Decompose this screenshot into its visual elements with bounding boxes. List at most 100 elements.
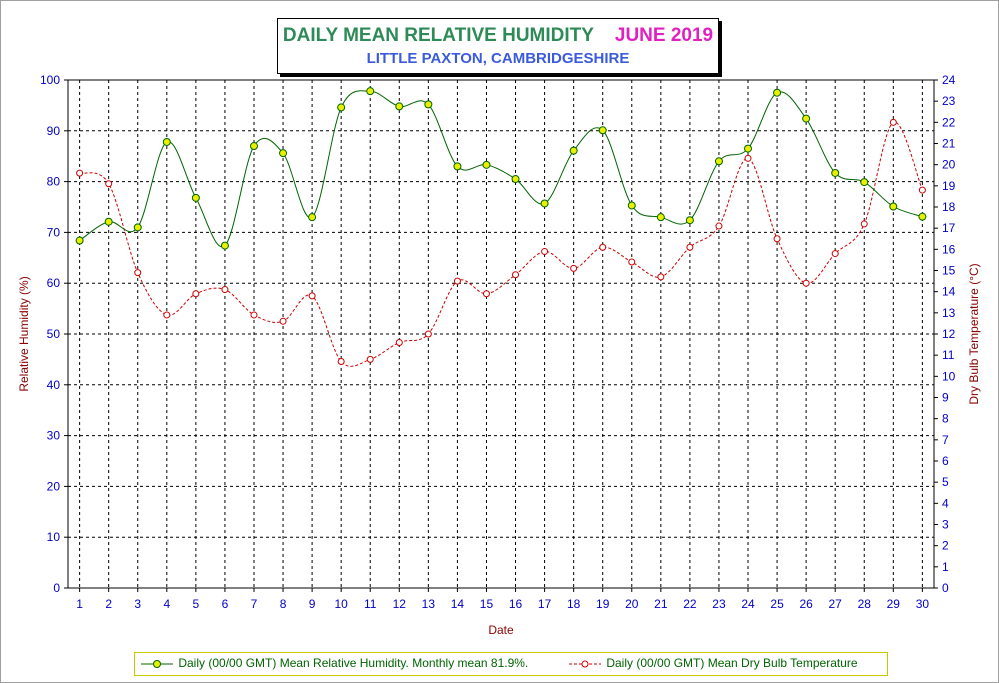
right-axis-tick-label: 6 xyxy=(942,454,949,468)
chart-location: LITTLE PAXTON, CAMBRIDGESHIRE xyxy=(366,50,630,67)
humidity-point xyxy=(889,202,898,211)
humidity-point xyxy=(104,217,113,226)
temperature-point xyxy=(860,220,868,228)
x-axis-tick-label: 19 xyxy=(596,597,610,611)
temperature-point xyxy=(279,317,287,325)
temperature-point xyxy=(105,180,113,188)
humidity-point xyxy=(627,201,636,210)
right-axis-tick-label: 18 xyxy=(942,200,956,214)
left-axis-tick-label: 40 xyxy=(47,378,61,392)
left-axis-tick-label: 60 xyxy=(47,276,61,290)
legend-rh-symbol xyxy=(141,659,173,668)
legend: Daily (00/00 GMT) Mean Relative Humidity… xyxy=(134,652,888,676)
temperature-point xyxy=(657,273,665,281)
right-axis-tick-label: 8 xyxy=(942,412,949,426)
chart-title: DAILY MEAN RELATIVE HUMIDITY xyxy=(282,25,594,46)
legend-rh-label: Daily (00/00 GMT) Mean Relative Humidity… xyxy=(178,656,529,670)
x-axis-tick-label: 1 xyxy=(76,597,83,611)
humidity-point xyxy=(685,216,694,225)
right-axis-tick-label: 17 xyxy=(942,221,956,235)
temperature-point xyxy=(831,250,839,258)
x-axis-tick-label: 26 xyxy=(799,597,813,611)
humidity-point xyxy=(249,142,258,151)
humidity-point xyxy=(337,103,346,112)
temperature-point xyxy=(570,264,578,272)
right-axis-tick-label: 20 xyxy=(942,158,956,172)
temperature-point xyxy=(889,118,897,126)
humidity-point xyxy=(366,87,375,96)
x-axis-tick-label: 18 xyxy=(567,597,581,611)
left-axis-tick-label: 0 xyxy=(53,581,60,595)
humidity-point xyxy=(860,178,869,187)
left-axis-tick-label: 90 xyxy=(47,124,61,138)
humidity-point xyxy=(162,137,171,146)
humidity-point xyxy=(714,157,723,166)
temperature-point xyxy=(802,279,810,287)
right-axis-tick-label: 9 xyxy=(942,391,949,405)
right-axis-tick-label: 14 xyxy=(942,285,956,299)
humidity-point xyxy=(482,160,491,169)
left-axis-title: Relative Humidity (%) xyxy=(17,276,31,391)
x-axis-tick-label: 16 xyxy=(509,597,523,611)
temperature-point xyxy=(744,154,752,162)
temperature-point xyxy=(628,258,636,266)
x-axis-tick-label: 27 xyxy=(829,597,843,611)
right-axis-tick-label: 3 xyxy=(942,518,949,532)
x-axis-tick-label: 22 xyxy=(683,597,697,611)
x-axis-tick-label: 20 xyxy=(625,597,639,611)
humidity-point xyxy=(744,144,753,153)
left-axis-tick-label: 50 xyxy=(47,327,61,341)
temperature-point xyxy=(773,235,781,243)
series-line-temperature xyxy=(79,121,923,367)
temperature-point xyxy=(76,169,84,177)
right-axis-tick-label: 16 xyxy=(942,242,956,256)
right-axis-tick-label: 24 xyxy=(942,73,956,87)
temperature-point xyxy=(163,311,171,319)
right-axis-tick-label: 0 xyxy=(942,581,949,595)
title-line-1: DAILY MEAN RELATIVE HUMIDITY JUNE 2019 xyxy=(278,25,718,47)
x-axis-title: Date xyxy=(488,623,514,637)
x-axis-tick-label: 29 xyxy=(887,597,901,611)
x-axis-tick-label: 14 xyxy=(451,597,465,611)
temperature-point xyxy=(250,311,258,319)
temperature-point xyxy=(686,243,694,251)
temperature-point xyxy=(395,338,403,346)
humidity-point xyxy=(75,236,84,245)
x-axis-tick-label: 30 xyxy=(916,597,930,611)
x-axis-tick-label: 3 xyxy=(134,597,141,611)
temperature-point xyxy=(134,269,142,277)
temperature-point xyxy=(482,290,490,298)
humidity-point xyxy=(453,162,462,171)
humidity-point xyxy=(918,212,927,221)
humidity-point xyxy=(511,175,520,184)
legend-item-rh: Daily (00/00 GMT) Mean Relative Humidity… xyxy=(139,656,528,670)
right-axis-tick-label: 15 xyxy=(942,264,956,278)
legend-item-temp: Daily (00/00 GMT) Mean Dry Bulb Temperat… xyxy=(567,656,858,670)
x-axis-tick-label: 7 xyxy=(251,597,258,611)
temperature-point xyxy=(337,358,345,366)
right-axis-tick-label: 23 xyxy=(942,94,956,108)
humidity-point xyxy=(569,146,578,155)
left-axis-tick-label: 100 xyxy=(40,73,60,87)
x-axis-tick-label: 25 xyxy=(770,597,784,611)
temperature-point xyxy=(453,277,461,285)
humidity-point xyxy=(424,100,433,109)
x-axis-tick-label: 13 xyxy=(422,597,436,611)
temperature-point xyxy=(512,271,520,279)
right-axis-tick-label: 10 xyxy=(942,369,956,383)
right-axis-tick-label: 1 xyxy=(942,560,949,574)
humidity-point xyxy=(831,168,840,177)
humidity-point xyxy=(395,102,404,111)
right-axis-tick-label: 12 xyxy=(942,327,956,341)
humidity-point xyxy=(773,88,782,97)
humidity-point xyxy=(540,199,549,208)
temperature-point xyxy=(918,186,926,194)
x-axis-tick-label: 5 xyxy=(193,597,200,611)
left-axis-tick-label: 80 xyxy=(47,175,61,189)
right-axis-tick-label: 22 xyxy=(942,115,956,129)
left-axis-tick-label: 20 xyxy=(47,479,61,493)
x-axis-tick-label: 11 xyxy=(364,597,377,611)
legend-temp-symbol xyxy=(569,660,601,668)
temperature-point xyxy=(366,355,374,363)
